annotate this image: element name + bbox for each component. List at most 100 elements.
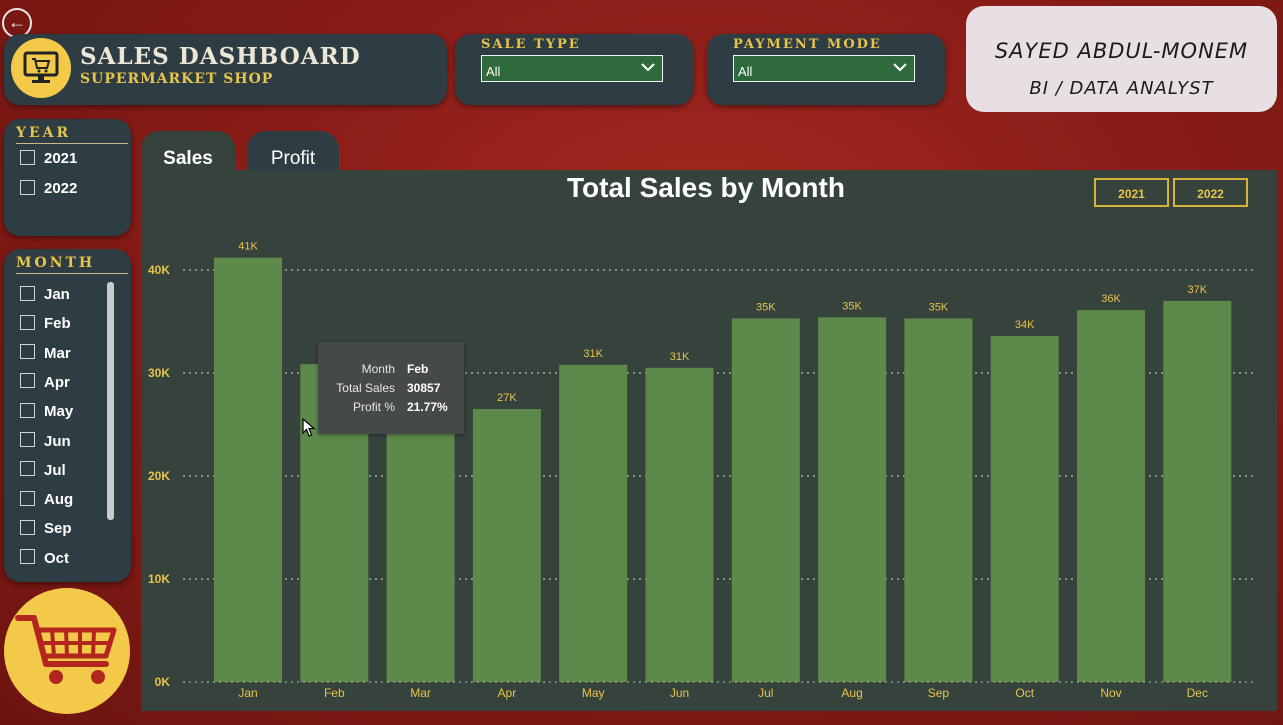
tooltip-value: 21.77% [407,400,448,414]
tooltip-key: Profit % [352,400,395,414]
checkbox[interactable] [20,149,35,165]
month-option-jan[interactable]: Jan [20,285,106,308]
author-card: SAYED ABDUL-MONEM BI / DATA ANALYST [966,6,1277,112]
x-tick-label: Jun [670,686,689,700]
data-label: 35K [929,301,949,313]
bar-dec[interactable] [1163,300,1232,682]
tooltip-key: Month [361,362,395,376]
tooltip-row: Profit % 21.77% [318,400,464,416]
sales-bar-chart: 0K 10K 20K 30K 40K 41K Jan Feb Mar 27K Apr 31K May 31… [148,241,1253,700]
tooltip-value: 30857 [407,381,441,395]
x-tick-label: Jul [758,686,773,700]
data-label: 31K [670,351,690,363]
divider [16,143,128,144]
month-option-apr[interactable]: Apr [20,373,106,396]
x-tick-label: Jan [238,686,257,700]
year-option-2022[interactable]: 2022 [20,179,106,202]
month-slicer-title: MONTH [16,255,96,271]
shopping-cart-icon [4,588,130,714]
year-slicer-title: YEAR [16,125,72,141]
month-option-feb[interactable]: Feb [20,314,106,337]
author-name: SAYED ABDUL-MONEM [994,39,1249,63]
sale-type-panel: SALE TYPE All [455,34,693,105]
checkbox[interactable] [20,179,35,195]
bar-jan[interactable] [214,257,282,682]
tab-sales[interactable]: Sales [141,131,235,177]
month-option-may[interactable]: May [20,402,106,425]
bar-apr[interactable] [472,409,541,682]
tooltip-key: Total Sales [336,381,395,395]
month-option-jul[interactable]: Jul [20,461,106,484]
bar-aug[interactable] [818,317,887,682]
data-label: 36K [1101,293,1121,305]
data-label: 34K [1015,319,1035,331]
chart-tooltip: Month Feb Total Sales 30857 Profit % 21.77% [318,342,464,434]
bar-nov[interactable] [1077,310,1145,682]
divider [16,273,128,274]
data-label: 27K [497,392,517,404]
payment-mode-dropdown[interactable]: All [733,55,915,82]
data-label: 35K [842,300,862,312]
x-tick-label: Apr [498,686,517,700]
bar-jun[interactable] [645,367,714,682]
y-tick-label: 30K [148,366,170,380]
month-option-sep[interactable]: Sep [20,519,106,542]
x-tick-label: Mar [410,686,431,700]
y-tick-label: 10K [148,572,170,586]
bar-mar[interactable] [386,388,455,682]
year-option-2021[interactable]: 2021 [20,149,106,172]
month-option-jun[interactable]: Jun [20,432,106,455]
checkbox[interactable] [20,490,35,506]
y-tick-label: 0K [155,675,171,689]
mouse-cursor-icon [302,418,316,437]
payment-mode-label: PAYMENT MODE [733,37,882,52]
x-tick-label: Feb [324,686,345,700]
sale-type-dropdown[interactable]: All [481,55,663,82]
x-tick-label: Dec [1187,686,1208,700]
y-tick-label: 40K [148,263,170,277]
checkbox[interactable] [20,402,35,418]
checkbox[interactable] [20,549,35,565]
checkbox[interactable] [20,314,35,330]
payment-mode-value: All [738,64,753,79]
checkbox[interactable] [20,432,35,448]
x-tick-label: Aug [841,686,862,700]
month-slicer: MONTH Jan Feb Mar Apr May Jun Jul Aug Sep Oct [4,249,131,582]
data-label: 35K [756,301,776,313]
month-scrollbar[interactable] [107,282,114,520]
year-slicer: YEAR 2021 2022 [4,119,131,236]
x-tick-label: Nov [1100,686,1121,700]
month-option-mar[interactable]: Mar [20,344,106,367]
x-tick-label: Sep [928,686,950,700]
header-panel: SALES DASHBOARD SUPERMARKET SHOP [4,34,447,105]
author-role: BI / DATA ANALYST [1029,78,1214,99]
tab-profit[interactable]: Profit [247,131,339,177]
checkbox[interactable] [20,461,35,477]
checkbox[interactable] [20,519,35,535]
data-label: 31K [583,348,603,360]
year-button-2022[interactable]: 2022 [1173,178,1248,207]
year-button-2021[interactable]: 2021 [1094,178,1169,207]
tooltip-row: Month Feb [318,362,464,378]
bar-oct[interactable] [990,335,1059,682]
chart-panel: 0K 10K 20K 30K 40K 41K Jan Feb Mar 27K Apr 31K May 31… [141,170,1277,711]
checkbox[interactable] [20,285,35,301]
checkbox[interactable] [20,373,35,389]
dashboard-subtitle: SUPERMARKET SHOP [80,71,274,87]
bar-sep[interactable] [904,318,973,682]
data-label: 37K [1188,284,1208,296]
bar-may[interactable] [559,364,628,682]
y-tick-label: 20K [148,469,170,483]
month-option-aug[interactable]: Aug [20,490,106,513]
x-tick-label: May [582,686,605,700]
chevron-down-icon [893,63,907,72]
month-option-oct[interactable]: Oct [20,549,106,572]
checkbox[interactable] [20,344,35,360]
tooltip-value: Feb [407,362,429,376]
chevron-down-icon [641,63,655,72]
sale-type-label: SALE TYPE [481,37,581,52]
dashboard-title: SALES DASHBOARD [80,43,361,70]
bar-jul[interactable] [731,318,800,682]
monitor-cart-icon [11,38,71,98]
tooltip-row: Total Sales 30857 [318,381,464,397]
